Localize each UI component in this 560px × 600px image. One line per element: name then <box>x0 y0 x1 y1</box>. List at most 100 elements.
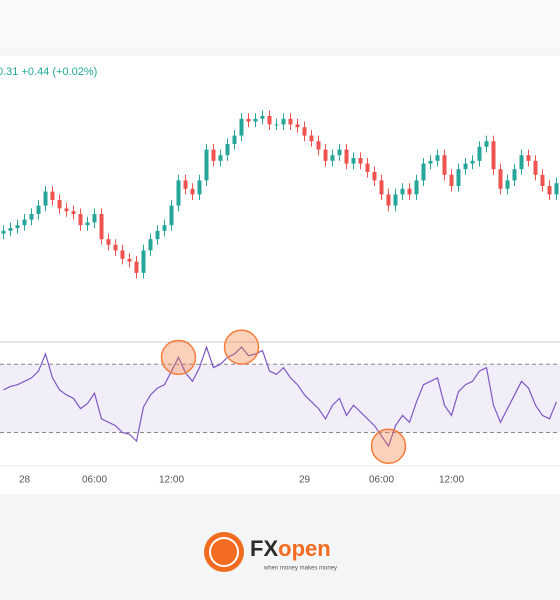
candle-body <box>484 141 489 147</box>
x-tick-label: 12:00 <box>159 475 184 486</box>
candle-body <box>85 222 90 226</box>
candle-body <box>463 163 468 170</box>
candle-body <box>225 144 230 156</box>
candle-body <box>309 135 314 142</box>
candle-body <box>477 146 482 161</box>
candle-body <box>211 149 216 161</box>
candle-body <box>99 214 104 240</box>
candle-body <box>15 225 20 228</box>
candle-body <box>162 225 167 231</box>
candle-body <box>344 149 349 164</box>
chart-panel <box>0 56 560 494</box>
candle-body <box>456 169 461 186</box>
x-tick-label: 12:00 <box>439 475 464 486</box>
candle-body <box>148 239 153 251</box>
logo-emblem-ring <box>209 537 239 567</box>
candle-body <box>533 160 538 175</box>
candle-body <box>288 118 293 125</box>
candle-body <box>407 188 412 195</box>
candle-body <box>435 155 440 161</box>
candle-body <box>71 211 76 214</box>
candle-body <box>449 174 454 186</box>
candle-body <box>176 180 181 206</box>
candle-body <box>183 180 188 189</box>
x-tick-label: 29 <box>299 475 311 486</box>
candle-body <box>120 250 125 259</box>
highlight-circle <box>223 329 260 365</box>
top-bar <box>0 0 560 48</box>
candle-body <box>43 191 48 206</box>
candle-body <box>64 208 69 212</box>
candle-body <box>246 118 251 122</box>
candle-body <box>267 116 272 125</box>
candle-body <box>526 155 531 161</box>
candle-body <box>302 127 307 136</box>
candle-body <box>113 244 118 251</box>
rsi-line <box>3 345 558 448</box>
candle-body <box>365 163 370 172</box>
x-tick-label: 28 <box>19 475 31 486</box>
candle-body <box>330 155 335 161</box>
candle-body <box>379 180 384 195</box>
candle-body <box>372 172 377 181</box>
candle-body <box>239 118 244 136</box>
candle-body <box>323 149 328 161</box>
logo-brand-a: FX <box>250 536 278 561</box>
candle-body <box>540 174 545 186</box>
candle-body <box>393 194 398 206</box>
highlight-circle <box>370 428 407 464</box>
candle-body <box>1 230 6 234</box>
candle-body <box>281 118 286 125</box>
candle-body <box>127 258 132 262</box>
candle-body <box>29 214 34 220</box>
candle-body <box>491 141 496 170</box>
candle-body <box>442 155 447 175</box>
candle-body <box>337 149 342 156</box>
logo-tagline: when money makes money <box>263 566 337 572</box>
logo-brand: FXopen <box>250 536 331 561</box>
candle-body <box>428 160 433 164</box>
candle-body <box>414 180 419 195</box>
candle-body <box>204 149 209 181</box>
candle-body <box>547 186 552 195</box>
candle-body <box>169 205 174 226</box>
candle-body <box>316 141 321 150</box>
candle-body <box>470 160 475 164</box>
rsi-band <box>0 364 560 433</box>
candle-body <box>141 250 146 273</box>
candle-body <box>155 230 160 240</box>
candle-body <box>519 155 524 170</box>
candle-body <box>498 169 503 189</box>
candle-body <box>421 163 426 181</box>
candle-body <box>8 228 13 231</box>
candle-body <box>106 239 111 245</box>
candle-body <box>505 180 510 189</box>
legend-text: 0.31 +0.44 (+0.02%) <box>0 66 97 78</box>
candle-body <box>218 155 223 161</box>
candle-body <box>260 116 265 119</box>
candle-body <box>358 158 363 164</box>
candle-body <box>50 191 55 200</box>
candle-body <box>197 180 202 195</box>
candle-body <box>190 188 195 195</box>
candle-body <box>134 261 139 273</box>
candle-body <box>57 200 62 209</box>
logo-brand-b: open <box>278 536 331 561</box>
candle-body <box>232 135 237 144</box>
x-tick-label: 06:00 <box>369 475 394 486</box>
candle-body <box>512 169 517 181</box>
candle-body <box>386 194 391 206</box>
candle-body <box>274 124 279 126</box>
candle-body <box>295 124 300 128</box>
candle-body <box>351 158 356 164</box>
candle-body <box>253 118 258 122</box>
highlight-circle <box>160 339 197 376</box>
candle-body <box>78 214 83 226</box>
candle-body <box>400 188 405 195</box>
candle-body <box>92 214 97 223</box>
candle-body <box>554 183 559 195</box>
logo: FXopen when money makes money <box>204 532 337 572</box>
candle-body <box>22 219 27 226</box>
